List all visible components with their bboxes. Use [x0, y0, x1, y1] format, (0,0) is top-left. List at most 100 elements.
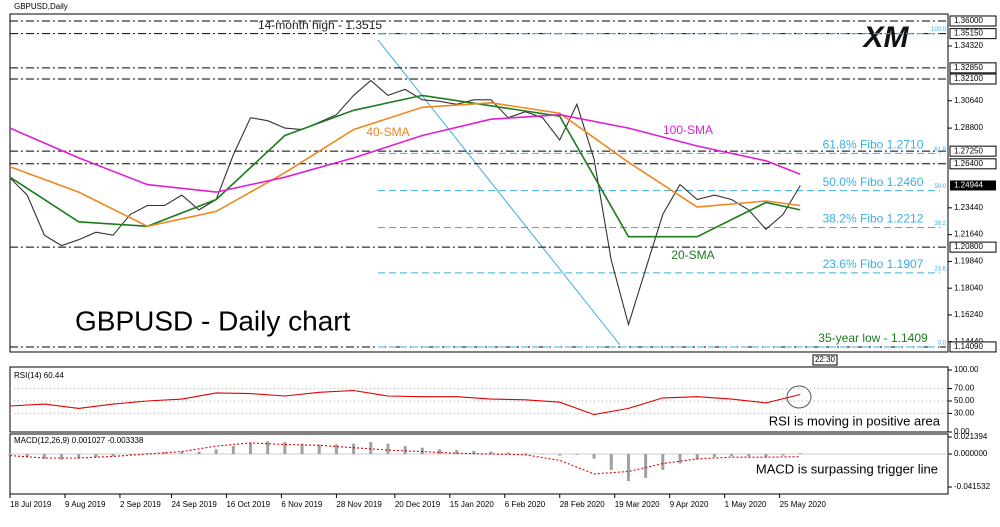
macd-bar: [575, 454, 579, 455]
macd-bar: [609, 454, 613, 470]
macd-bar: [128, 454, 132, 455]
fibo-ratio: 61.8: [934, 147, 946, 153]
x-tick-label: 24 Sep 2019: [171, 500, 217, 509]
fibo-text: 50.0% Fibo 1.2460: [823, 175, 924, 189]
rsi-annotation: RSI is moving in positive area: [769, 413, 941, 428]
macd-title: MACD(12,26,9) 0.001027 -0.003338: [14, 436, 144, 445]
x-tick-label: 19 Mar 2020: [615, 500, 660, 509]
macd-bar: [60, 454, 64, 460]
y-tick-label: 1.19840: [954, 257, 983, 266]
current-price-box: [950, 180, 996, 191]
y-tick-label: 0.00: [954, 427, 970, 436]
y-tick-label: 1.21640: [954, 230, 983, 239]
macd-bar: [489, 451, 493, 455]
logo-box: [846, 20, 926, 56]
x-tick-label: 18 Jul 2019: [10, 500, 52, 509]
macd-bar: [558, 454, 562, 456]
macd-bar: [180, 451, 184, 455]
rsi-title: RSI(14) 60.44: [14, 371, 64, 380]
y-tick-label: 1.23440: [954, 203, 983, 212]
rsi-highlight: [786, 385, 812, 409]
macd-bar: [403, 446, 407, 455]
level-label-box: [949, 62, 997, 74]
macd-bar: [163, 452, 167, 455]
current-price-label: 1.24944: [954, 181, 983, 190]
y-tick-label: 70.00: [954, 384, 975, 393]
time-label: 22:30: [815, 355, 836, 364]
x-tick-label: 25 May 2020: [780, 500, 827, 509]
level-label-box: [949, 341, 997, 353]
sma-label: 40-SMA: [366, 125, 409, 139]
macd-bar: [386, 443, 390, 455]
macd-bar: [523, 453, 527, 455]
macd-bar: [420, 447, 424, 455]
y-tick-label: 1.30640: [954, 96, 983, 105]
fibo-ratio: 0.0: [938, 341, 947, 347]
y-tick-label: 1.18040: [954, 283, 983, 292]
fibo-text: 14-month high - 1.3515: [258, 18, 382, 32]
rsi-panel: [9, 366, 949, 433]
macd-bar: [266, 441, 270, 455]
macd-bar: [695, 454, 699, 460]
macd-bar: [506, 452, 510, 455]
macd-bar: [455, 450, 459, 455]
fibo-ratio: 50.0: [934, 184, 946, 190]
macd-bar: [678, 454, 682, 464]
x-tick-label: 9 Aug 2019: [65, 500, 106, 509]
macd-bar: [25, 454, 29, 458]
logo-text: XM: [862, 21, 910, 54]
main-panel: [9, 13, 949, 353]
level-label-box: [949, 145, 997, 157]
watermark: GBPUSD - Daily chart: [75, 305, 351, 336]
macd-bar: [214, 449, 218, 455]
y-tick-label: 0.000000: [954, 449, 988, 458]
macd-bar: [283, 442, 287, 455]
price-line: [9, 79, 801, 327]
fibo-text: 61.8% Fibo 1.2710: [823, 138, 924, 152]
level-label-box: [949, 73, 997, 85]
level-label: 1.32100: [954, 74, 983, 83]
x-tick-label: 20 Dec 2019: [395, 500, 441, 509]
level-label-box: [949, 15, 997, 27]
macd-bar: [42, 454, 46, 459]
macd-bar: [472, 450, 476, 455]
macd-bar: [334, 444, 338, 455]
x-tick-label: 6 Feb 2020: [505, 500, 546, 509]
sma-line: [9, 113, 801, 193]
x-tick-label: 16 Oct 2019: [226, 500, 270, 509]
macd-bar: [317, 444, 321, 455]
level-label-box: [949, 28, 997, 40]
level-label: 1.36000: [954, 16, 983, 25]
level-label: 1.27250: [954, 146, 983, 155]
macd-bar: [644, 454, 648, 478]
macd-bar: [249, 442, 253, 455]
level-label: 1.26400: [954, 159, 983, 168]
y-tick-label: 1.14440: [954, 337, 983, 346]
macd-bar: [541, 454, 545, 455]
chart-title: GBPUSD,Daily: [14, 2, 68, 11]
macd-bar: [592, 454, 596, 459]
macd-bar: [8, 454, 12, 456]
x-tick-label: 2 Sep 2019: [120, 500, 161, 509]
level-label: 1.32850: [954, 63, 983, 72]
level-label: 1.20800: [954, 242, 983, 251]
y-tick-label: 30.00: [954, 409, 975, 418]
signal-line: [9, 442, 801, 475]
fibo-trend-line: [377, 39, 621, 346]
y-tick-label: 1.16240: [954, 310, 983, 319]
y-tick-label: -0.041532: [954, 482, 991, 491]
sma-label: 20-SMA: [671, 248, 714, 262]
x-tick-label: 9 Apr 2020: [670, 500, 709, 509]
macd-bar: [798, 453, 802, 455]
level-label-box: [949, 158, 997, 170]
x-tick-label: 15 Jan 2020: [450, 500, 495, 509]
macd-bar: [77, 454, 81, 459]
time-box: 22:30: [812, 354, 838, 366]
x-tick-label: 1 May 2020: [725, 500, 767, 509]
macd-bar: [712, 454, 716, 458]
y-tick-label: 0.021394: [954, 432, 988, 441]
macd-bar: [197, 451, 201, 455]
macd-bar: [94, 454, 98, 458]
macd-bar: [764, 454, 768, 458]
fibo-ratio: 100.0: [931, 27, 947, 33]
